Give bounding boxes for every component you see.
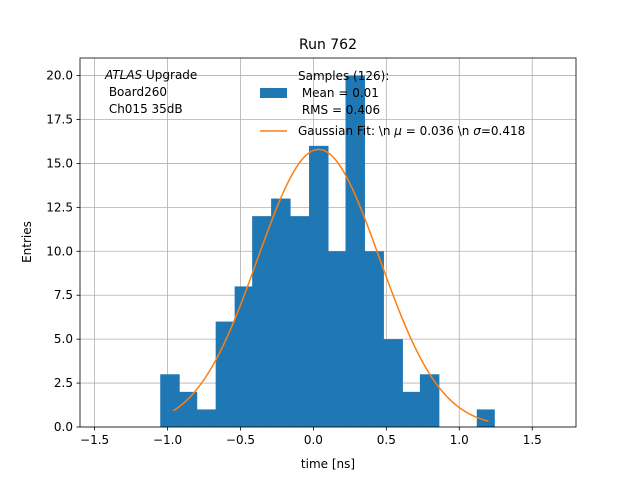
upgrade-label: Upgrade bbox=[142, 68, 197, 82]
histogram-bar bbox=[402, 391, 421, 427]
axis-ticks: −1.5 −1.0 −0.5 0.0 0.5 1.0 1.5 0.0 2.5 5.0 7.5 10.0… bbox=[46, 69, 542, 447]
x-tick-label: 1.0 bbox=[450, 433, 469, 447]
histogram-bar bbox=[160, 374, 180, 427]
y-tick-label: 2.5 bbox=[54, 376, 73, 390]
histogram-bar bbox=[179, 391, 198, 427]
axes-frame bbox=[79, 57, 577, 428]
legend-fit-label: Gaussian Fit: \n μ = 0.036 \n σ=0.418 bbox=[298, 124, 525, 138]
histogram-bar bbox=[271, 198, 291, 427]
x-tick-label: 0.0 bbox=[304, 433, 323, 447]
board-label: Board260 bbox=[105, 85, 167, 99]
y-tick-label: 12.5 bbox=[46, 200, 73, 214]
x-axis-label: time [ns] bbox=[301, 457, 355, 471]
y-tick-label: 5.0 bbox=[54, 332, 73, 346]
y-tick-label: 7.5 bbox=[54, 288, 73, 302]
histogram-bar bbox=[364, 251, 384, 427]
chart-title: Run 762 bbox=[299, 37, 357, 53]
y-tick-label: 20.0 bbox=[46, 69, 73, 83]
histogram-bar bbox=[309, 145, 329, 427]
channel-label: Ch015 35dB bbox=[105, 102, 183, 116]
x-tick-label: 1.5 bbox=[523, 433, 542, 447]
gaussian-fit-curve bbox=[172, 148, 489, 422]
legend-histogram-line-1: Samples (126): bbox=[298, 69, 389, 83]
x-tick-label: 0.5 bbox=[377, 433, 396, 447]
y-axis-label: Entries bbox=[20, 221, 34, 263]
histogram-bars bbox=[160, 75, 495, 428]
legend-histogram-swatch bbox=[260, 88, 287, 98]
legend: Samples (126): Mean = 0.01 RMS = 0.406 G… bbox=[260, 69, 525, 138]
histogram-bar bbox=[290, 216, 310, 427]
atlas-annotation: ATLAS Upgrade Board260 Ch015 35dB bbox=[104, 68, 197, 116]
y-tick-label: 0.0 bbox=[54, 420, 73, 434]
histogram-bar bbox=[383, 339, 403, 427]
histogram-bar bbox=[328, 251, 347, 427]
histogram-bar bbox=[345, 75, 365, 428]
histogram-bar bbox=[252, 216, 272, 427]
histogram-bar bbox=[234, 286, 253, 427]
x-tick-label: −1.5 bbox=[80, 433, 109, 447]
x-tick-label: −0.5 bbox=[226, 433, 255, 447]
x-tick-label: −1.0 bbox=[153, 433, 182, 447]
histogram-bar bbox=[215, 321, 236, 427]
histogram-bar bbox=[196, 409, 217, 427]
atlas-label: ATLAS bbox=[104, 68, 143, 82]
histogram-bar bbox=[419, 374, 440, 427]
y-tick-label: 10.0 bbox=[46, 244, 73, 258]
y-tick-label: 17.5 bbox=[46, 113, 73, 127]
svg-text:ATLAS Upgrade: ATLAS Upgrade bbox=[104, 68, 197, 82]
legend-histogram-line-3: RMS = 0.406 bbox=[298, 103, 380, 117]
legend-histogram-line-2: Mean = 0.01 bbox=[298, 86, 379, 100]
histogram-bar bbox=[476, 409, 495, 427]
y-tick-label: 15.0 bbox=[46, 156, 73, 170]
